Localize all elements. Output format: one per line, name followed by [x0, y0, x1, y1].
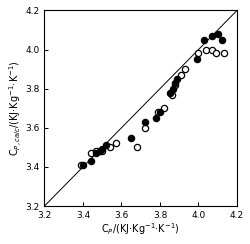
Y-axis label: C$_{P,calc}$/(KJ·Kg$^{-1}$·K$^{-1}$): C$_{P,calc}$/(KJ·Kg$^{-1}$·K$^{-1}$): [7, 60, 24, 156]
X-axis label: C$_P$/(KJ·Kg$^{-1}$·K$^{-1}$): C$_P$/(KJ·Kg$^{-1}$·K$^{-1}$): [101, 221, 179, 237]
